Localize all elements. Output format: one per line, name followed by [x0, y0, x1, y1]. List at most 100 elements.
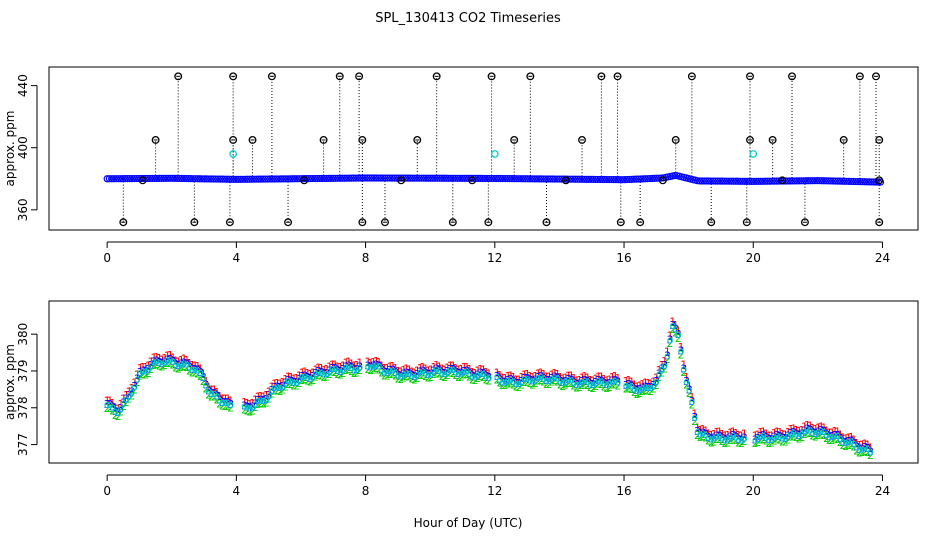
series-marker: o: [365, 359, 372, 372]
series-marker: 2: [222, 400, 229, 413]
co2-point: [422, 174, 430, 182]
series-marker: 1: [672, 319, 679, 332]
series-marker: 1: [628, 376, 635, 389]
series-marker: 3: [716, 429, 723, 442]
series-marker: 2: [485, 375, 492, 388]
series-marker: 2: [818, 428, 825, 441]
outlier-point: [319, 136, 328, 144]
series-marker: o: [779, 432, 786, 445]
co2-point: [433, 174, 441, 182]
series-marker: o: [442, 367, 449, 380]
co2-point: [415, 174, 423, 182]
series-marker: 1: [452, 362, 459, 375]
series-marker: 2: [675, 332, 682, 345]
y-axis-label: approx. ppm: [3, 344, 17, 420]
series-marker: 2: [807, 427, 814, 440]
series-marker: o: [669, 319, 676, 332]
co2-point: [232, 175, 240, 183]
series-marker: o: [280, 380, 287, 393]
series-marker: 3: [326, 364, 333, 377]
series-marker: 3: [774, 429, 781, 442]
series-marker: 1: [211, 383, 218, 396]
co2-point: [331, 174, 340, 182]
series-marker: o: [263, 393, 270, 406]
co2-point: [546, 175, 554, 183]
series-marker: 2: [208, 391, 215, 404]
series-marker: 3: [675, 328, 682, 341]
series-marker: 1: [260, 390, 267, 403]
co2-point: [802, 177, 810, 185]
series-marker: 3: [246, 402, 253, 415]
series-marker: o: [664, 349, 671, 362]
series-marker: o: [282, 377, 289, 390]
series-marker: 2: [156, 360, 163, 373]
series-marker: 1: [823, 424, 830, 437]
outlier-point: [448, 218, 457, 227]
series-marker: 2: [203, 382, 210, 395]
series-marker: 3: [818, 424, 825, 437]
co2-point: [424, 174, 432, 182]
series-marker: 3: [392, 366, 399, 379]
co2-point: [194, 175, 202, 183]
series-marker: 3: [307, 372, 314, 385]
series-marker: o: [318, 366, 325, 379]
series-marker: o: [189, 363, 196, 376]
co2-point: [212, 175, 220, 183]
series-marker: o: [420, 365, 427, 378]
series-marker: 1: [664, 346, 671, 359]
series-marker: 2: [334, 368, 341, 381]
co2-point: [754, 177, 763, 185]
co2-point: [725, 177, 733, 185]
series-marker: 3: [785, 430, 792, 443]
series-marker: 2: [263, 396, 270, 409]
series-marker: o: [252, 397, 259, 410]
co2-point: [790, 177, 799, 185]
co2-point: [347, 174, 355, 182]
series-marker: 1: [310, 366, 317, 379]
co2-point: [381, 174, 389, 182]
series-marker: 2: [301, 373, 308, 386]
outlier-point: [229, 72, 238, 81]
series-marker: 1: [634, 380, 641, 393]
co2-point: [374, 174, 383, 182]
series-marker: 3: [472, 370, 479, 383]
co2-point: [248, 175, 256, 183]
co2-point: [284, 175, 292, 183]
series-marker: 2: [461, 369, 468, 382]
co2-point: [286, 175, 294, 183]
series-marker: o: [595, 374, 602, 387]
series-marker: o: [403, 366, 410, 379]
co2-point: [716, 177, 724, 185]
series-marker: o: [587, 378, 594, 391]
outlier-point: [707, 218, 716, 227]
series-marker: 3: [255, 394, 262, 407]
outlier-point: [597, 72, 606, 81]
series-marker: 1: [820, 421, 827, 434]
series-marker: 3: [211, 387, 218, 400]
series-marker: 1: [680, 359, 687, 372]
co2-point: [239, 175, 247, 183]
series-marker: 1: [579, 371, 586, 384]
co2-point: [123, 175, 132, 183]
co2-point: [607, 175, 616, 184]
series-marker: 2: [444, 369, 451, 382]
series-marker: 2: [477, 370, 484, 383]
series-marker: 2: [310, 374, 317, 387]
series-marker: 2: [524, 375, 531, 388]
series-marker: o: [812, 427, 819, 440]
co2-point: [849, 177, 857, 186]
series-marker: 3: [461, 365, 468, 378]
series-marker: 1: [705, 427, 712, 440]
co2-point: [587, 175, 595, 183]
co2-point: [252, 175, 260, 183]
series-marker: 3: [156, 356, 163, 369]
series-marker: 2: [274, 384, 281, 397]
series-marker: 3: [831, 429, 838, 442]
series-marker: 2: [562, 379, 569, 392]
outlier-point: [119, 218, 128, 227]
series-marker: 3: [727, 430, 734, 443]
series-marker: 2: [183, 361, 190, 374]
series-marker: o: [543, 374, 550, 387]
series-marker: o: [271, 381, 278, 394]
series-marker: o: [598, 374, 605, 387]
